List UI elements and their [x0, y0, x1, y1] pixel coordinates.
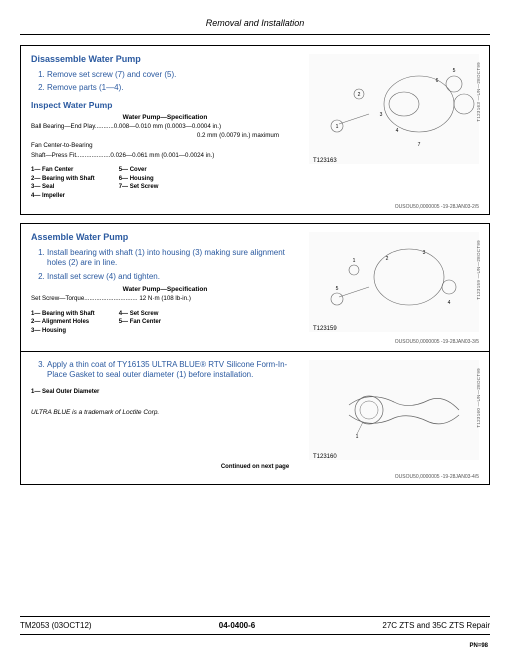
svg-text:3: 3 — [380, 112, 383, 118]
parts-table: 1— Fan Center 2— Bearing with Shaft 3— S… — [31, 166, 299, 200]
figure-side-label: T123159 —UN—28OCT99 — [476, 240, 481, 300]
spec-header: Water Pump—Specification — [31, 114, 299, 121]
steps-list: Apply a thin coat of TY16135 ULTRA BLUE®… — [31, 360, 299, 381]
part: 1— Seal Outer Diameter — [31, 389, 299, 395]
page: Removal and Installation Disassemble Wat… — [0, 0, 510, 485]
figure-assemble: 5 1 2 3 4 T123159 — [309, 232, 479, 332]
spec-line: 0.2 mm (0.0079 in.) maximum — [31, 132, 299, 141]
svg-text:5: 5 — [453, 68, 456, 74]
part: 2— Alignment Holes — [31, 318, 95, 326]
spec-line: Shaft—Press Fit....................0.026… — [31, 152, 299, 161]
svg-text:1: 1 — [356, 434, 359, 440]
step: Remove parts (1—4). — [47, 83, 299, 93]
box-footer-code: OUSOU50,0000005 -19-28JAN03-2/5 — [31, 204, 479, 210]
box-footer-code: OUSOU50,0000005 -19-28JAN03-3/5 — [31, 339, 479, 345]
trademark-note: ULTRA BLUE is a trademark of Loctite Cor… — [31, 409, 299, 416]
part: 7— Set Screw — [119, 183, 159, 191]
box-disassemble: Disassemble Water Pump Remove set screw … — [20, 45, 490, 215]
svg-text:4: 4 — [396, 128, 399, 134]
part: 5— Cover — [119, 166, 159, 174]
svg-text:2: 2 — [386, 256, 389, 262]
step: Install set screw (4) and tighten. — [47, 272, 299, 282]
part: 1— Fan Center — [31, 166, 95, 174]
part: 4— Set Screw — [119, 310, 161, 318]
figure-id: T123159 — [313, 326, 337, 332]
box-assemble: Assemble Water Pump Install bearing with… — [20, 223, 490, 485]
section-title: Disassemble Water Pump — [31, 54, 299, 64]
figure-side-label: T123160 —UN—28OCT99 — [476, 368, 481, 428]
parts-table: 1— Bearing with Shaft 2— Alignment Holes… — [31, 310, 299, 335]
step: Remove set screw (7) and cover (5). — [47, 70, 299, 80]
svg-text:1: 1 — [353, 258, 356, 264]
spec-line: Ball Bearing—End Play...........0.008—0.… — [31, 123, 299, 132]
box-footer-code: OUSOU50,0000005 -19-28JAN03-4/5 — [31, 474, 479, 480]
section-title: Assemble Water Pump — [31, 232, 299, 242]
part: 6— Housing — [119, 175, 159, 183]
footer-right: 27C ZTS and 35C ZTS Repair — [382, 621, 490, 630]
step: Install bearing with shaft (1) into hous… — [47, 248, 299, 269]
part: 5— Fan Center — [119, 318, 161, 326]
page-header: Removal and Installation — [20, 18, 490, 35]
steps-list: Remove set screw (7) and cover (5). Remo… — [31, 70, 299, 94]
steps-list: Install bearing with shaft (1) into hous… — [31, 248, 299, 282]
part: 3— Housing — [31, 327, 95, 335]
spec-line: Set Screw—Torque........................… — [31, 295, 299, 304]
footer-center: 04-0400-6 — [219, 621, 255, 630]
figure-id: T123163 — [313, 158, 337, 164]
continued-note: Continued on next page — [31, 464, 479, 470]
spec-line: Fan Center-to-Bearing — [31, 142, 299, 151]
inspect-title: Inspect Water Pump — [31, 100, 299, 110]
part: 1— Bearing with Shaft — [31, 310, 95, 318]
page-number: PN=98 — [469, 643, 488, 649]
page-footer: TM2053 (03OCT12) 04-0400-6 27C ZTS and 3… — [20, 616, 490, 635]
figure-seal: 1 T123160 — [309, 360, 479, 460]
figure-id: T123160 — [313, 454, 337, 460]
part: 4— Impeller — [31, 192, 95, 200]
spec-header: Water Pump—Specification — [31, 286, 299, 293]
figure-disassemble: 1 2 3 4 5 6 7 T123163 — [309, 54, 479, 164]
part: 2— Bearing with Shaft — [31, 175, 95, 183]
svg-text:5: 5 — [336, 286, 339, 292]
svg-text:1: 1 — [336, 124, 339, 130]
step: Apply a thin coat of TY16135 ULTRA BLUE®… — [47, 360, 299, 381]
svg-text:7: 7 — [418, 142, 421, 148]
svg-text:2: 2 — [358, 92, 361, 98]
svg-text:6: 6 — [436, 78, 439, 84]
part: 3— Seal — [31, 183, 95, 191]
figure-side-label: T123163 —UN—28OCT99 — [476, 62, 481, 122]
footer-left: TM2053 (03OCT12) — [20, 621, 92, 630]
svg-text:3: 3 — [423, 250, 426, 256]
svg-text:4: 4 — [448, 300, 451, 306]
